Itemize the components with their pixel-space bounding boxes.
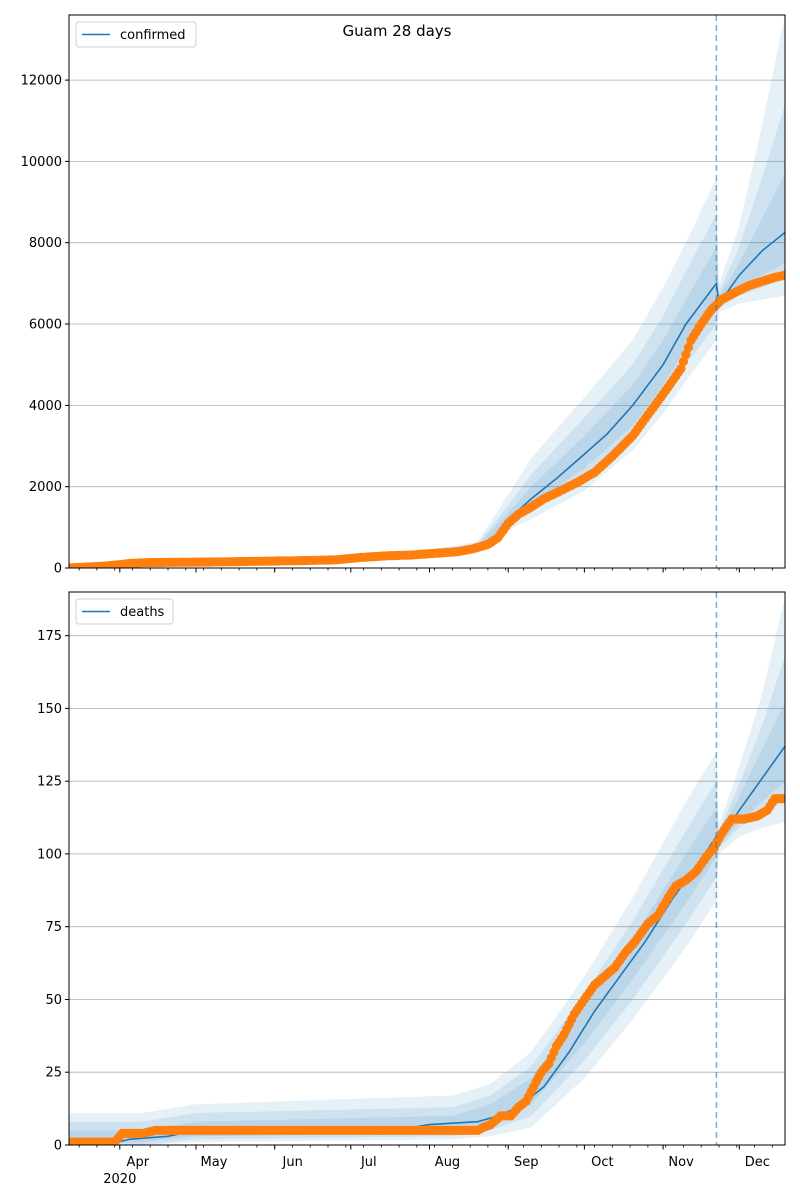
confirmed-panel: 0 2000 4000 6000 8000 10000 12000 confirmed [21,14,786,577]
x-year-label: 2020 [103,1172,136,1187]
x-tick-label: Dec [745,1155,770,1170]
uncertainty-band [69,104,785,568]
y-tick-label: 100 [37,847,62,862]
observed-point [678,357,689,367]
plot-area [69,597,785,1145]
y-tick-label: 50 [45,993,62,1008]
x-tick-label: May [201,1155,228,1170]
axes-frame [68,14,786,569]
uncertainty-band [69,15,785,568]
uncertainty-band [69,597,785,1145]
y-tick-label: 0 [54,1139,62,1154]
uncertainty-band [69,656,785,1145]
y-tick-label: 75 [45,920,62,935]
y-tick-label: 175 [37,629,62,644]
legend: deaths [75,598,174,625]
y-tick-label: 125 [37,775,62,790]
y-tick-label: 25 [45,1066,62,1081]
y-tick-label: 2000 [29,480,62,495]
x-tick-label: Aug [435,1155,460,1170]
legend-box [75,598,174,625]
observed-point [780,270,785,280]
legend-label: confirmed [120,28,186,43]
observed-point [681,349,691,360]
y-tick-label: 4000 [29,399,62,414]
legend: confirmed [75,21,197,48]
x-tick-label: Nov [668,1155,694,1170]
observed-point [676,364,686,374]
plot-area [69,15,785,568]
axes-frame [68,591,786,1146]
observed-point [780,794,785,804]
x-tick-label: Jul [360,1155,377,1170]
x-tick-label: Apr [127,1155,150,1170]
y-tick-label: 8000 [29,236,62,251]
deaths-panel: 0 25 50 75 100 125 150 175 Apr May Jun Jul Aug Sep Oct… [37,591,786,1187]
legend-box [75,21,197,48]
y-tick-label: 10000 [21,155,62,170]
x-tick-label: Sep [514,1155,539,1170]
x-tick-label: Oct [591,1155,613,1170]
y-tick-label: 12000 [21,74,62,89]
y-tick-label: 0 [54,562,62,577]
figure-title: Guam 28 days [343,22,452,40]
observed-point [683,342,694,352]
legend-label: deaths [120,605,165,620]
x-tick-label: Jun [282,1155,303,1170]
y-tick-label: 6000 [29,318,62,333]
y-tick-label: 150 [37,702,62,717]
